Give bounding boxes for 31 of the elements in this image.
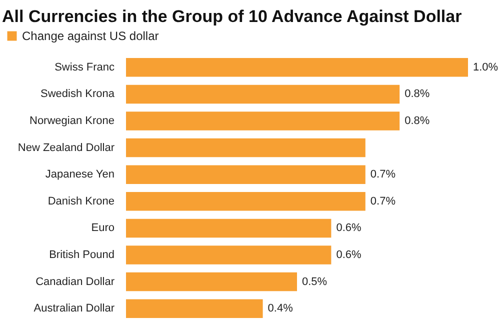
bar: [126, 246, 332, 264]
data-label: 0.8%: [404, 88, 430, 100]
data-label: 0.4%: [268, 302, 294, 315]
data-label: 0.6%: [336, 222, 362, 234]
y-tick-label: Australian Dollar: [34, 302, 115, 315]
bar: [126, 84, 400, 104]
bar: [126, 192, 366, 211]
data-label: 1.0%: [473, 61, 498, 74]
y-tick-label: Canadian Dollar: [36, 276, 115, 288]
data-label: 0.5%: [302, 276, 328, 288]
y-tick-label: Japanese Yen: [45, 168, 114, 181]
y-tick-label: Swiss Franc: [54, 61, 115, 74]
bar: [126, 58, 468, 77]
data-label: 0.7%: [370, 195, 396, 208]
y-tick-label: British Pound: [49, 249, 114, 261]
data-label: 0.8%: [404, 115, 430, 127]
bar: [126, 218, 332, 238]
y-tick-label: Euro: [91, 222, 114, 234]
bar: [126, 112, 400, 130]
data-label: 0.6%: [336, 249, 362, 261]
y-tick-label: New Zealand Dollar: [18, 142, 115, 154]
bar: [126, 138, 366, 158]
chart-title: All Currencies in the Group of 10 Advance Against Dollar: [2, 7, 462, 26]
y-tick-label: Swedish Krona: [40, 88, 116, 100]
data-label: 0.7%: [370, 168, 396, 181]
y-tick-label: Norwegian Krone: [30, 115, 114, 127]
bar: [126, 165, 366, 184]
bar: [126, 299, 263, 318]
legend-label: Change against US dollar: [22, 29, 159, 43]
y-tick-label: Danish Krone: [48, 195, 114, 208]
bar: [126, 272, 297, 292]
